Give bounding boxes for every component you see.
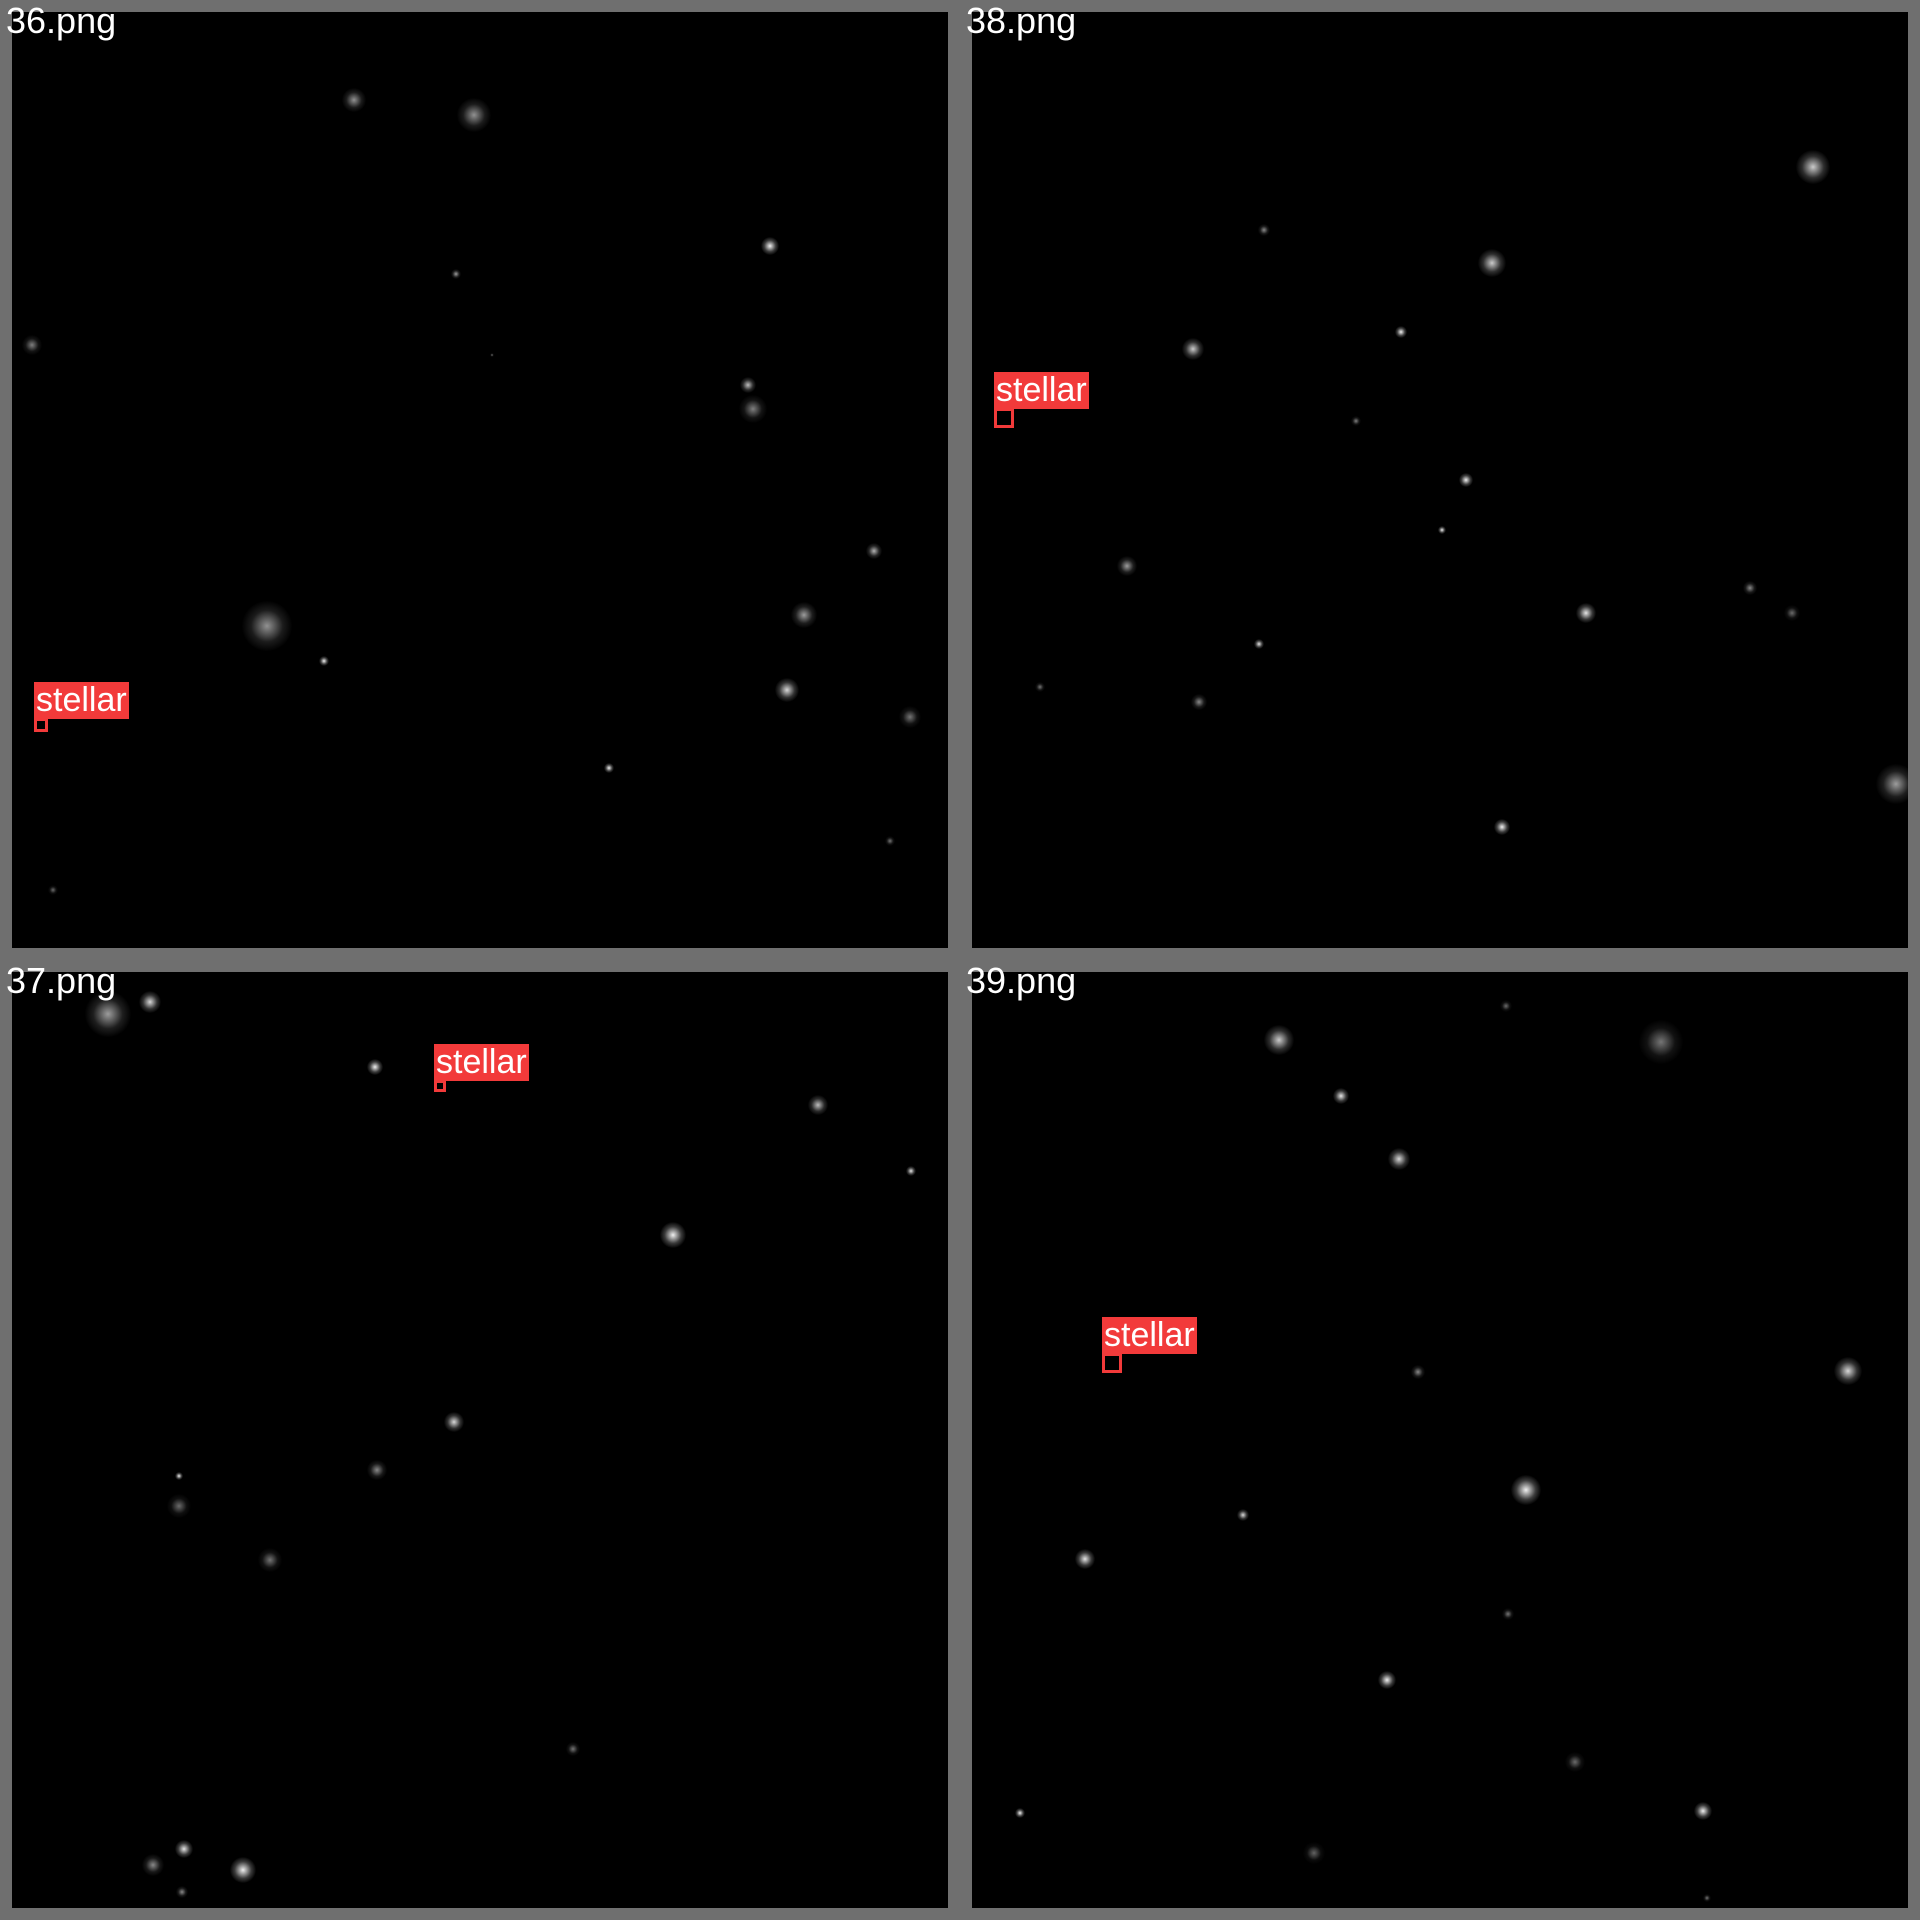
star <box>566 1742 580 1756</box>
star <box>48 885 58 895</box>
panel-filename: 37.png <box>6 960 117 1001</box>
detection-label: stellar <box>1102 1316 1197 1354</box>
star <box>1876 764 1908 804</box>
star <box>1015 1808 1025 1818</box>
star <box>1511 1475 1541 1505</box>
image-panel-38: stellar 38.png <box>960 0 1920 960</box>
image-panel-36: stellar 36.png <box>0 0 960 960</box>
star <box>1182 338 1204 360</box>
star <box>1351 416 1361 426</box>
star <box>457 98 491 132</box>
star <box>1117 556 1137 576</box>
star <box>1576 603 1596 623</box>
star <box>1743 581 1757 595</box>
detection-box <box>434 1080 446 1092</box>
star <box>367 1059 383 1075</box>
star <box>258 1548 282 1572</box>
star <box>85 991 131 1037</box>
star <box>1395 326 1407 338</box>
detection-label: stellar <box>994 371 1089 409</box>
star <box>1075 1549 1095 1569</box>
star <box>604 763 614 773</box>
star <box>451 269 461 279</box>
star <box>1264 1025 1294 1055</box>
star <box>175 1840 193 1858</box>
star <box>1796 150 1830 184</box>
star <box>866 543 882 559</box>
star <box>1494 819 1510 835</box>
star <box>1478 249 1506 277</box>
star <box>1438 526 1446 534</box>
star <box>1378 1671 1396 1689</box>
star <box>660 1222 686 1248</box>
star <box>1388 1148 1410 1170</box>
star <box>230 1857 256 1883</box>
detection-label: stellar <box>34 681 129 719</box>
star <box>367 1460 387 1480</box>
star <box>1703 1894 1711 1902</box>
star-field-image: stellar <box>12 972 948 1908</box>
star <box>1459 473 1473 487</box>
star <box>175 1472 183 1480</box>
star <box>885 836 895 846</box>
star <box>1639 1020 1683 1064</box>
image-panel-37: stellar 37.png <box>0 960 960 1920</box>
star <box>1502 1608 1514 1620</box>
star <box>1565 1752 1585 1772</box>
star <box>808 1095 828 1115</box>
detection-box <box>994 408 1014 428</box>
star <box>167 1494 191 1518</box>
star <box>761 237 779 255</box>
star <box>1258 224 1270 236</box>
star <box>1237 1509 1249 1521</box>
star <box>1500 1000 1512 1012</box>
star <box>1254 639 1264 649</box>
star <box>139 991 161 1013</box>
star <box>739 395 767 423</box>
star <box>1411 1365 1425 1379</box>
star <box>1035 682 1045 692</box>
panel-filename: 38.png <box>966 0 1077 41</box>
star <box>775 678 799 702</box>
image-panel-39: stellar 39.png <box>960 960 1920 1920</box>
star <box>444 1412 464 1432</box>
star <box>906 1166 916 1176</box>
panel-filename: 39.png <box>966 960 1077 1001</box>
star <box>242 601 292 651</box>
star <box>1694 1802 1712 1820</box>
star <box>490 353 494 357</box>
star <box>899 706 921 728</box>
star <box>1303 1842 1325 1864</box>
panel-filename: 36.png <box>6 0 117 41</box>
star <box>740 377 756 393</box>
star <box>1834 1357 1862 1385</box>
star <box>142 1854 164 1876</box>
star-field-image: stellar <box>972 12 1908 948</box>
star <box>1784 605 1800 621</box>
star-field-image: stellar <box>972 972 1908 1908</box>
star <box>1191 694 1207 710</box>
detection-box <box>1102 1353 1122 1373</box>
detection-label: stellar <box>434 1043 529 1081</box>
star <box>22 335 42 355</box>
star <box>791 602 817 628</box>
star-field-image: stellar <box>12 12 948 948</box>
star <box>319 656 329 666</box>
star <box>176 1886 188 1898</box>
star <box>342 88 366 112</box>
detection-box <box>34 718 48 732</box>
star <box>1333 1088 1349 1104</box>
